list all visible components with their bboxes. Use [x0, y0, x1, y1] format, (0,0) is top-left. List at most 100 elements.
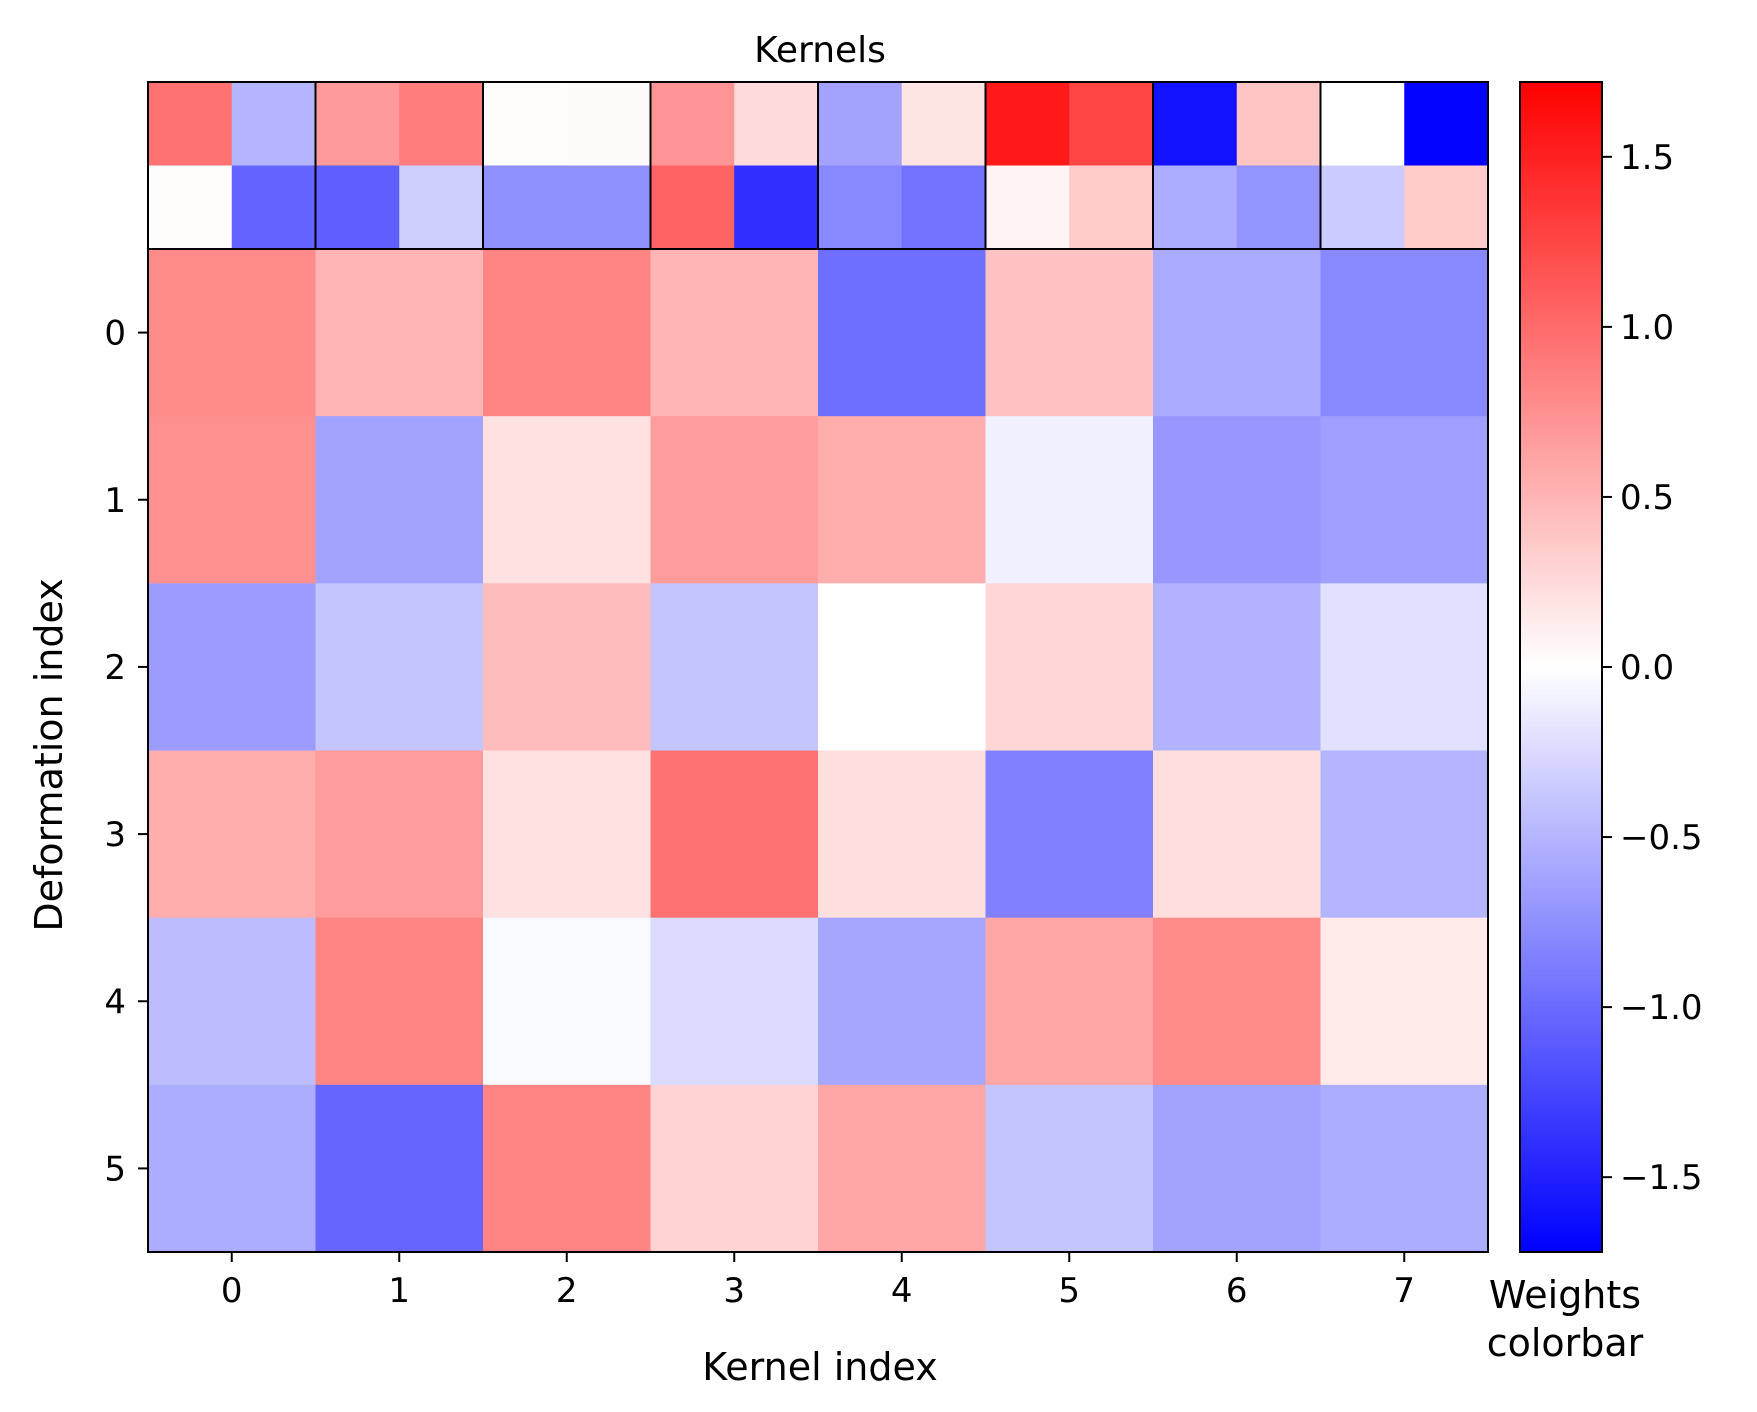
heatmap-cell [1153, 750, 1321, 919]
kernel-cell [1320, 165, 1405, 250]
heatmap-cell [985, 917, 1154, 1086]
heatmap-cell [818, 583, 986, 751]
heatmap-cell [650, 249, 819, 417]
heatmap-cell [650, 750, 819, 919]
heatmap-cell [1320, 1084, 1489, 1253]
heatmap-cell [148, 750, 316, 919]
y-tick-label: 1 [104, 481, 126, 521]
colorbar-tick-label: 1.0 [1620, 308, 1674, 348]
colorbar-label-line1: Weights [1489, 1273, 1641, 1317]
heatmap-cell [315, 583, 484, 751]
kernel-cell [483, 82, 568, 166]
colorbar-tick-label: −0.5 [1620, 818, 1703, 858]
colorbar-tick-label: −1.0 [1620, 988, 1703, 1028]
heatmap-cell [148, 1084, 316, 1253]
y-axis-label: Deformation index [27, 578, 71, 931]
x-axis-label: Kernel index [702, 1345, 937, 1389]
heatmap-cell [148, 917, 316, 1086]
x-tick-label: 4 [891, 1271, 913, 1311]
heatmap-cell [818, 917, 986, 1086]
heatmap-cell [985, 583, 1154, 751]
kernel-cell [148, 165, 233, 250]
heatmap-cell [483, 1084, 651, 1253]
kernel-cell [1069, 165, 1154, 250]
heatmap-cell [1320, 750, 1489, 919]
kernel-strip [147, 81, 1489, 250]
heatmap-cell [650, 1084, 819, 1253]
heatmap-cell [315, 416, 484, 584]
heatmap-cell [1153, 917, 1321, 1086]
x-tick-label: 2 [556, 1271, 578, 1311]
heatmap-cell [483, 416, 651, 584]
kernel-cell [1153, 165, 1238, 250]
heatmap-cell [483, 917, 651, 1086]
heatmap-cell [315, 750, 484, 919]
heatmap-cell [985, 416, 1154, 584]
heatmap-cell [148, 416, 316, 584]
colorbar-tick-label: 0.0 [1620, 648, 1674, 688]
kernel-cell [231, 165, 316, 250]
heatmap-cell [818, 750, 986, 919]
kernel-cell [399, 165, 484, 250]
heatmap-cell [1153, 1084, 1321, 1253]
heatmap-cell [1153, 583, 1321, 751]
heatmap-cell [1320, 249, 1489, 417]
x-tick-label: 1 [388, 1271, 410, 1311]
kernel-cell [566, 82, 651, 166]
x-tick-label: 0 [221, 1271, 243, 1311]
x-tick-label: 3 [723, 1271, 745, 1311]
y-tick-label: 0 [104, 314, 126, 354]
y-tick-label: 5 [104, 1149, 126, 1189]
kernel-cell [1404, 165, 1489, 250]
colorbar-tick-label: 0.5 [1620, 478, 1674, 518]
kernel-cell [818, 82, 903, 166]
kernel-cell [483, 165, 568, 250]
kernel-cell [1069, 82, 1154, 166]
chart-title: Kernels [754, 30, 886, 71]
kernel-cell [818, 165, 903, 250]
kernel-cell [566, 165, 651, 250]
heatmap-cell [650, 416, 819, 584]
kernel-cell [1320, 82, 1405, 166]
kernel-cell [1236, 82, 1321, 166]
kernel-cell [315, 165, 400, 250]
colorbar: 1.5 1.0 0.5 0.0 −0.5 −1.0 −1.5 [1519, 81, 1703, 1253]
kernel-cell [399, 82, 484, 166]
kernel-cell [734, 82, 819, 166]
x-tick-label: 5 [1058, 1271, 1080, 1311]
heatmap-cell [1320, 583, 1489, 751]
heatmap-cell [1320, 917, 1489, 1086]
kernel-cell [650, 165, 735, 250]
colorbar-tick-label: 1.5 [1620, 138, 1674, 178]
kernel-cell [1404, 82, 1489, 166]
heatmap-cell [1320, 416, 1489, 584]
kernel-cell [315, 82, 400, 166]
kernel-cell [231, 82, 316, 166]
heatmap-cell [315, 1084, 484, 1253]
heatmap-cell [818, 1084, 986, 1253]
x-tick-label: 6 [1226, 1271, 1248, 1311]
y-axis: 0 1 2 3 4 5 [104, 314, 148, 1189]
kernel-cell [985, 82, 1070, 166]
heatmap-cell [1153, 416, 1321, 584]
colorbar-tick-label: −1.5 [1620, 1158, 1703, 1198]
y-tick-label: 3 [104, 815, 126, 855]
heatmap-cell [985, 249, 1154, 417]
weights-heatmap [147, 248, 1489, 1253]
heatmap-cell [483, 249, 651, 417]
kernel-cell [1236, 165, 1321, 250]
heatmap-cell [148, 249, 316, 417]
kernel-cell [901, 82, 986, 166]
heatmap-cell [148, 583, 316, 751]
kernel-cell [985, 165, 1070, 250]
kernel-cell [1153, 82, 1238, 166]
heatmap-cell [315, 249, 484, 417]
kernel-cell [148, 82, 233, 166]
heatmap-cell [315, 917, 484, 1086]
heatmap-cell [1153, 249, 1321, 417]
kernel-cell [901, 165, 986, 250]
heatmap-cell [483, 583, 651, 751]
y-tick-label: 4 [104, 982, 126, 1022]
heatmap-cell [650, 917, 819, 1086]
